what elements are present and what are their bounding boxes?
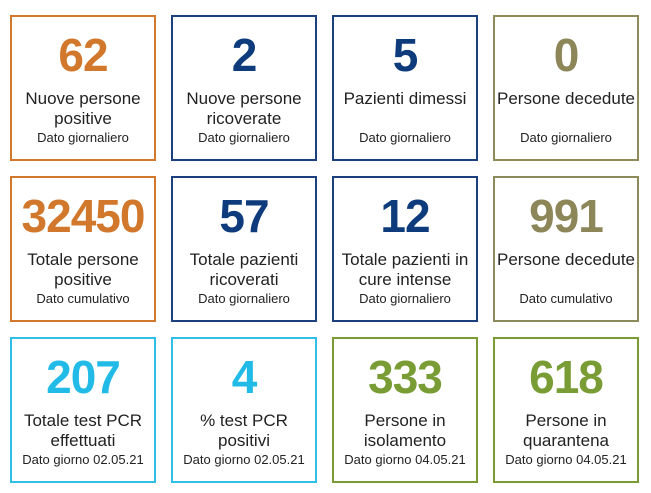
card-pcr-tests: 207 Totale test PCR effettuati Dato gior… [10,337,156,483]
card-subtitle: Dato cumulativo [519,291,613,306]
card-deceased-daily: 0 Persone decedute Dato giornaliero [493,15,639,161]
card-subtitle: Dato giornaliero [37,130,129,145]
card-pcr-positive-rate: 4 % test PCR positivi Dato giorno 02.05.… [171,337,317,483]
card-label: Persone in quarantena [522,411,610,450]
card-value: 32450 [21,190,146,242]
card-value: 207 [46,351,121,403]
card-value: 991 [529,190,604,242]
card-label: Nuove persone positive [25,89,141,128]
card-total-hospitalized: 57 Totale pazienti ricoverati Dato giorn… [171,176,317,322]
card-subtitle: Dato giornaliero [198,291,290,306]
card-value: 62 [58,29,108,81]
card-value: 0 [553,29,580,81]
card-label: Persone decedute [497,89,635,108]
card-label: Totale test PCR effettuati [23,411,143,450]
card-discharged: 5 Pazienti dimessi Dato giornaliero [332,15,478,161]
card-subtitle: Dato giornaliero [198,130,290,145]
card-value: 2 [231,29,258,81]
card-label: Totale persone positive [27,250,139,289]
card-label: Persone decedute [497,250,635,269]
card-value: 12 [380,190,430,242]
card-subtitle: Dato giornaliero [520,130,612,145]
card-label: Totale pazienti in cure intense [341,250,469,289]
card-new-positive: 62 Nuove persone positive Dato giornalie… [10,15,156,161]
card-subtitle: Dato giorno 02.05.21 [183,452,305,467]
card-label: Pazienti dimessi [343,89,467,108]
card-subtitle: Dato cumulativo [36,291,130,306]
card-subtitle: Dato giornaliero [359,130,451,145]
card-subtitle: Dato giorno 04.05.21 [505,452,627,467]
card-subtitle: Dato giorno 02.05.21 [22,452,144,467]
card-value: 5 [392,29,419,81]
card-label: Persone in isolamento [363,411,447,450]
card-subtitle: Dato giornaliero [359,291,451,306]
card-subtitle: Dato giorno 04.05.21 [344,452,466,467]
card-intensive-care: 12 Totale pazienti in cure intense Dato … [332,176,478,322]
card-deceased-cumulative: 991 Persone decedute Dato cumulativo [493,176,639,322]
card-value: 618 [529,351,604,403]
stats-grid: 62 Nuove persone positive Dato giornalie… [10,15,639,483]
card-label: Totale pazienti ricoverati [189,250,299,289]
card-value: 4 [231,351,258,403]
card-value: 333 [368,351,443,403]
card-quarantine: 618 Persone in quarantena Dato giorno 04… [493,337,639,483]
card-total-positive: 32450 Totale persone positive Dato cumul… [10,176,156,322]
card-label: Nuove persone ricoverate [186,89,302,128]
card-isolation: 333 Persone in isolamento Dato giorno 04… [332,337,478,483]
card-label: % test PCR positivi [200,411,288,450]
card-new-hospitalized: 2 Nuove persone ricoverate Dato giornali… [171,15,317,161]
card-value: 57 [219,190,269,242]
